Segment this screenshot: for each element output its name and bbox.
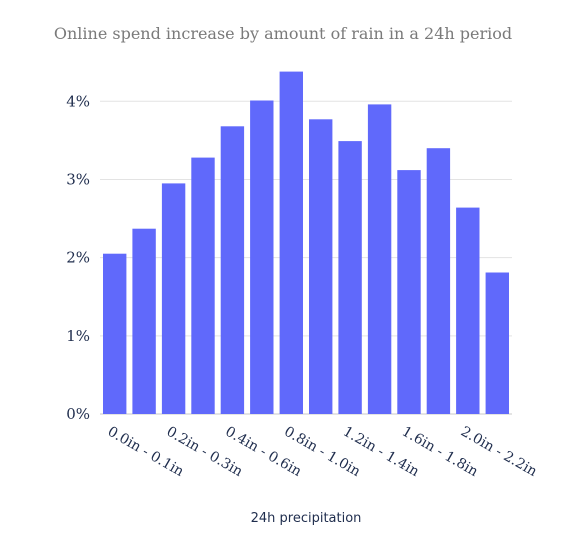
y-tick-label: 4%: [66, 92, 90, 110]
bar: [367, 104, 392, 415]
x-axis-label: 24h precipitation: [251, 511, 362, 526]
bar: [220, 126, 245, 415]
bar: [397, 170, 421, 414]
bar: [250, 100, 274, 414]
bars: [103, 71, 509, 415]
bar: [161, 183, 186, 414]
y-tick-label: 2%: [66, 249, 90, 267]
bar: [309, 119, 333, 415]
bar: [132, 228, 156, 414]
y-tick-label: 1%: [66, 327, 90, 345]
bar: [485, 272, 509, 414]
bar: [456, 207, 480, 414]
y-tick-label: 3%: [66, 170, 90, 188]
gridlines: [100, 100, 512, 415]
y-tick-label: 0%: [66, 405, 90, 423]
bar: [426, 148, 451, 414]
bar: [338, 141, 362, 414]
bar: [103, 253, 127, 414]
y-axis-ticks: 0% 1% 2% 3% 4%: [66, 92, 90, 423]
bar: [191, 157, 215, 414]
bar: [279, 71, 303, 414]
chart-title: Online spend increase by amount of rain …: [54, 24, 512, 43]
